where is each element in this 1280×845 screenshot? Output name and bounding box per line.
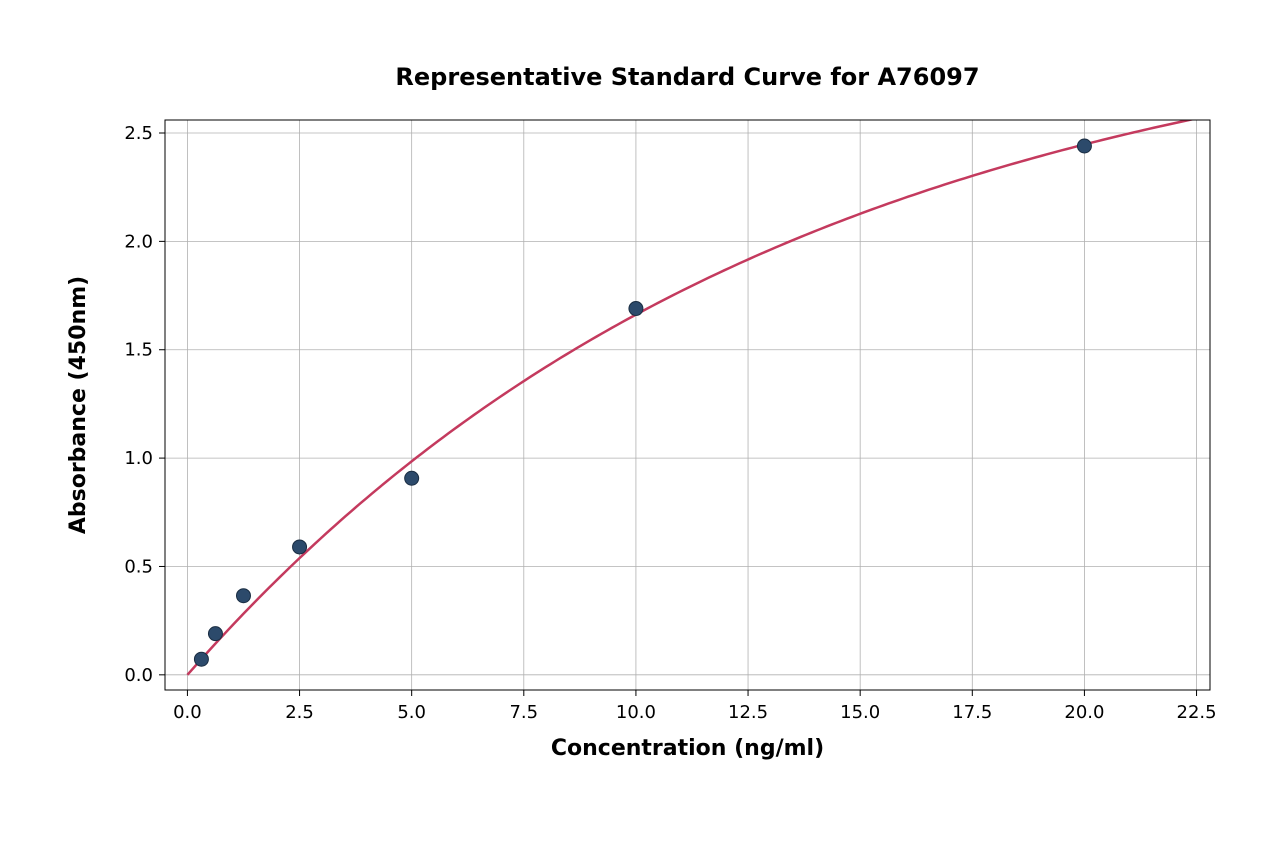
x-tick-label: 2.5 [285,702,314,723]
data-point [405,471,419,485]
y-tick-label: 2.5 [124,123,153,144]
y-tick-label: 2.0 [124,231,153,252]
data-point [1077,139,1091,153]
x-axis-label: Concentration (ng/ml) [551,736,824,761]
data-point [293,540,307,554]
data-point [208,627,222,641]
y-axis-label: Absorbance (450nm) [66,276,91,534]
y-tick-label: 1.5 [124,340,153,361]
x-tick-label: 10.0 [616,702,656,723]
chart-container: 0.0 2.5 5.0 7.5 10.0 12.5 15.0 17.5 20.0 22.5 0.0 0… [0,0,1280,845]
x-tick-label: 0.0 [173,702,202,723]
data-point [629,302,643,316]
chart-svg: 0.0 2.5 5.0 7.5 10.0 12.5 15.0 17.5 20.0 22.5 0.0 0… [0,0,1280,845]
x-tick-label: 7.5 [509,702,538,723]
x-tick-label: 15.0 [840,702,880,723]
x-tick-label: 22.5 [1177,702,1217,723]
y-tick-label: 0.5 [124,556,153,577]
x-tick-label: 20.0 [1064,702,1104,723]
x-tick-label: 12.5 [728,702,768,723]
x-tick-label: 5.0 [397,702,426,723]
y-tick-label: 1.0 [124,448,153,469]
data-point [194,652,208,666]
data-point [236,589,250,603]
chart-title: Representative Standard Curve for A76097 [395,63,979,91]
y-tick-label: 0.0 [124,665,153,686]
x-tick-label: 17.5 [952,702,992,723]
